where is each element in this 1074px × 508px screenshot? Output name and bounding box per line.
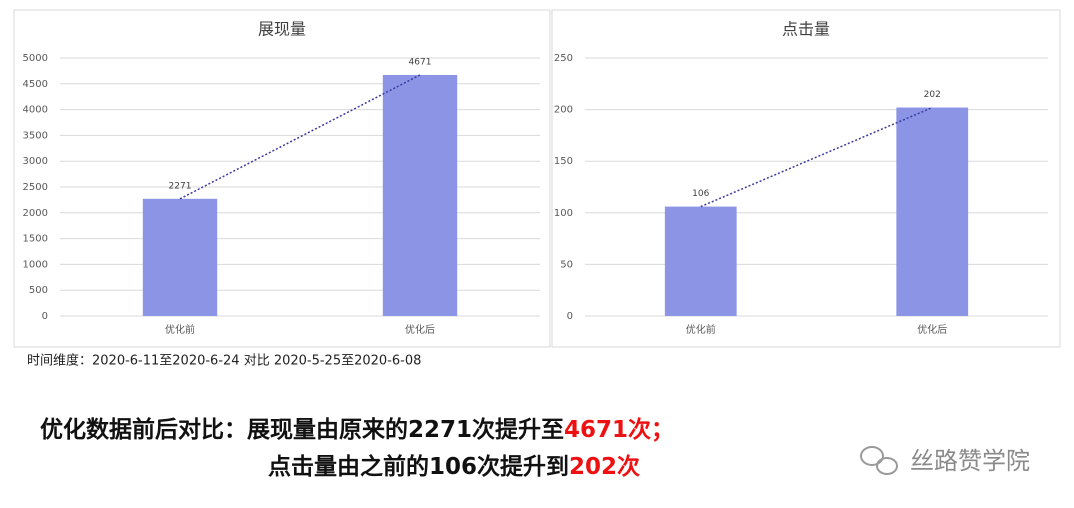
value-label: 202 xyxy=(924,90,941,100)
y-tick-label: 1500 xyxy=(23,234,48,245)
y-tick-label: 3500 xyxy=(23,130,48,141)
value-label: 4671 xyxy=(409,57,432,67)
y-tick-label: 5000 xyxy=(23,53,48,64)
x-tick-label: 优化前 xyxy=(686,323,716,336)
y-tick-label: 200 xyxy=(554,105,573,116)
bar xyxy=(142,198,218,316)
y-tick-label: 3000 xyxy=(23,156,48,167)
y-tick-label: 2500 xyxy=(23,182,48,193)
y-tick-label: 4500 xyxy=(23,79,48,90)
summary-line: 优化数据前后对比：展现量由原来的2271次提升至4671次； xyxy=(40,416,674,443)
chart-title: 点击量 xyxy=(782,20,830,39)
summary-line: 点击量由之前的106次提升到202次 xyxy=(268,453,640,480)
watermark-icon xyxy=(860,446,898,475)
y-tick-label: 50 xyxy=(560,259,573,270)
y-tick-label: 100 xyxy=(554,208,573,219)
value-label: 106 xyxy=(692,189,709,199)
summary-text: 优化数据前后对比：展现量由原来的2271次提升至 xyxy=(40,416,564,443)
chart-frame xyxy=(13,9,551,348)
summary-highlight: 4671次； xyxy=(564,416,674,443)
bar xyxy=(664,206,737,316)
bar xyxy=(382,74,458,316)
y-tick-label: 150 xyxy=(554,156,573,167)
chart-title: 展现量 xyxy=(258,20,306,39)
summary-text: 点击量由之前的106次提升到 xyxy=(268,453,569,480)
y-tick-label: 0 xyxy=(42,311,48,322)
watermark: 丝路赞学院 xyxy=(910,447,1030,475)
y-tick-label: 2000 xyxy=(23,208,48,219)
y-tick-label: 4000 xyxy=(23,105,48,116)
bar xyxy=(896,107,969,316)
x-tick-label: 优化后 xyxy=(917,323,947,336)
y-tick-label: 250 xyxy=(554,53,573,64)
summary-highlight: 202次 xyxy=(569,453,640,480)
value-label: 2271 xyxy=(169,181,192,191)
chart-frame xyxy=(551,9,1061,348)
y-tick-label: 0 xyxy=(567,311,573,322)
x-tick-label: 优化后 xyxy=(405,323,435,336)
y-tick-label: 500 xyxy=(29,285,48,296)
trendline xyxy=(700,106,933,208)
trendline xyxy=(179,74,421,200)
caption: 时间维度：2020-6-11至2020-6-24 对比 2020-5-25至20… xyxy=(27,353,421,369)
x-tick-label: 优化前 xyxy=(165,323,195,336)
y-tick-label: 1000 xyxy=(23,259,48,270)
